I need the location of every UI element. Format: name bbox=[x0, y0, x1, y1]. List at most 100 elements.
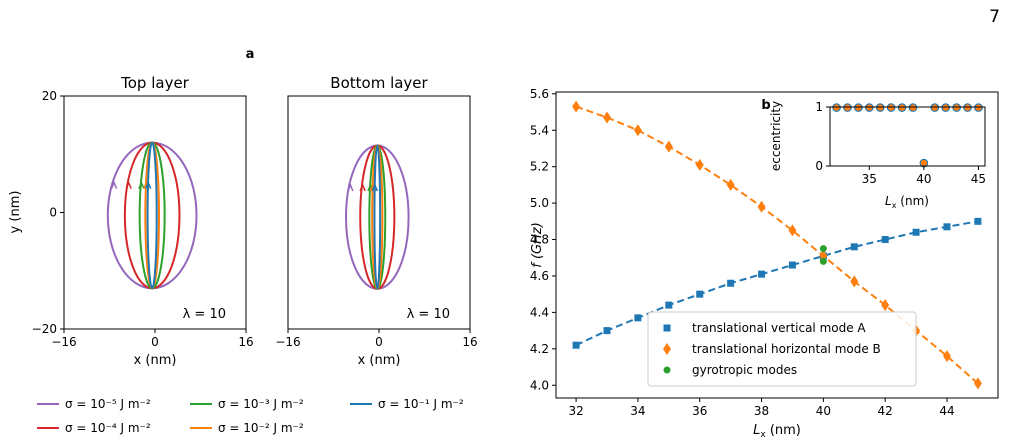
data-point-mode-b bbox=[757, 200, 766, 213]
data-point-mode-a bbox=[727, 279, 735, 287]
x-tick-label: 44 bbox=[939, 404, 954, 418]
orbit-curve bbox=[373, 144, 382, 290]
mode-legend: translational vertical mode A translation… bbox=[647, 311, 917, 387]
legend-label: translational vertical mode A bbox=[692, 321, 866, 335]
top-layer-title: Top layer bbox=[120, 74, 190, 92]
data-point-mode-a bbox=[634, 314, 642, 322]
top-layer-frame bbox=[63, 95, 247, 330]
data-point-mode-b bbox=[695, 158, 704, 171]
eccentricity-point bbox=[975, 104, 982, 111]
top-layer-plot: Top layer λ = 10 x (nm) y (nm) −16 0 16 20 0… bbox=[8, 74, 254, 368]
data-point-mode-a bbox=[572, 341, 580, 349]
orbit-curve bbox=[146, 141, 158, 290]
data-point-mode-a bbox=[881, 236, 889, 244]
series-line bbox=[575, 105, 979, 385]
panel-a-label: a bbox=[246, 47, 255, 62]
data-point-mode-a bbox=[943, 223, 951, 231]
eccentricity-xlabel: Lx (nm) bbox=[885, 194, 929, 210]
eccentricity-point bbox=[844, 104, 851, 111]
top-lambda-annotation: λ = 10 bbox=[183, 307, 226, 322]
data-point-mode-a bbox=[665, 301, 673, 309]
data-point-mode-a bbox=[912, 228, 920, 236]
eccentricity-point bbox=[877, 104, 884, 111]
eccentricity-point bbox=[898, 104, 906, 111]
bottom-layer-title: Bottom layer bbox=[330, 74, 428, 92]
data-point-mode-b bbox=[943, 350, 951, 363]
top-layer-ticks: −16 0 16 20 0 −20 bbox=[32, 89, 254, 349]
orbit-arrow bbox=[371, 182, 379, 192]
bottom-xlabel: x (nm) bbox=[358, 353, 401, 368]
y-tick-label: 5.2 bbox=[530, 160, 549, 174]
eccentricity-point bbox=[866, 104, 873, 111]
x-tick-label: 35 bbox=[862, 172, 877, 186]
orbit-arrow bbox=[347, 182, 354, 192]
panel-b-label: b bbox=[761, 98, 770, 113]
eccentricity-frame bbox=[829, 106, 986, 167]
y-tick-label: 4.4 bbox=[530, 305, 549, 319]
x-tick-label: 40 bbox=[816, 404, 831, 418]
bottom-layer-ticks: −16 0 16 bbox=[275, 329, 478, 349]
x-tick-label: −16 bbox=[51, 335, 76, 349]
frequency-plot-ticks: 32 34 36 38 40 42 44 4.0 4.2 4.4 4.6 4.8 5.0 5.2 5.4 5.… bbox=[530, 87, 955, 418]
x-tick-label: 42 bbox=[878, 404, 893, 418]
legend-label: σ = 10⁻⁴ J m⁻² bbox=[65, 421, 151, 435]
frequency-plot: 32 34 36 38 40 42 44 4.0 4.2 4.4 4.6 4.8 5.0 5.2 5.4 5.… bbox=[530, 87, 999, 440]
x-tick-label: −16 bbox=[275, 335, 300, 349]
x-tick-label: 38 bbox=[754, 404, 769, 418]
series-line bbox=[575, 220, 979, 347]
orbit-curve bbox=[345, 144, 410, 290]
data-point-mode-b bbox=[850, 275, 859, 288]
eccentricity-point bbox=[942, 104, 949, 111]
x-tick-label: 40 bbox=[916, 172, 931, 186]
eccentricity-point bbox=[964, 104, 971, 111]
top-xlabel: x (nm) bbox=[134, 353, 177, 368]
orbit-arrow bbox=[125, 180, 132, 189]
sigma-legend: σ = 10⁻⁵ J m⁻² σ = 10⁻³ J m⁻² σ = 10⁻¹ J m… bbox=[37, 397, 464, 435]
data-point-mode-b bbox=[664, 140, 673, 153]
bottom-layer-frame bbox=[287, 95, 471, 330]
data-point-mode-a bbox=[696, 290, 704, 298]
y-tick-label: 4.6 bbox=[530, 269, 549, 283]
y-tick-label: 5.0 bbox=[530, 196, 549, 210]
y-tick-label: 5.6 bbox=[530, 87, 549, 101]
orbit-curve bbox=[138, 141, 166, 290]
data-point-mode-b bbox=[603, 111, 611, 124]
eccentricity-ticks: 35 40 45 0 1 bbox=[815, 100, 986, 186]
frequency-xlabel: Lx (nm) bbox=[753, 423, 801, 440]
legend-label: gyrotropic modes bbox=[692, 363, 797, 377]
eccentricity-point bbox=[855, 104, 862, 111]
orbit-arrow bbox=[138, 180, 145, 189]
frequency-ylabel: f (GHz) bbox=[530, 222, 545, 268]
x-tick-label: 16 bbox=[238, 335, 253, 349]
eccentricity-point bbox=[833, 104, 840, 111]
data-point-gyrotropic bbox=[819, 257, 827, 265]
data-point-mode-a bbox=[974, 217, 982, 225]
eccentricity-inset: 35 40 45 0 1 eccentricity Lx (nm) bbox=[769, 100, 986, 210]
mode-legend-box bbox=[647, 311, 917, 387]
data-point-gyrotropic bbox=[819, 245, 827, 253]
legend-marker bbox=[663, 343, 671, 355]
eccentricity-point bbox=[920, 159, 928, 167]
legend-label: σ = 10⁻² J m⁻² bbox=[218, 421, 304, 435]
data-point-mode-b bbox=[633, 124, 642, 137]
top-layer-orbits bbox=[106, 141, 198, 290]
data-point-mode-a bbox=[850, 243, 858, 251]
eccentricity-point bbox=[887, 104, 895, 111]
bottom-layer-plot: Bottom layer λ = 10 x (nm) −16 0 16 bbox=[275, 74, 477, 368]
y-tick-label: 20 bbox=[42, 89, 57, 103]
eccentricity-ylabel: eccentricity bbox=[769, 101, 783, 171]
orbit-curve bbox=[106, 141, 198, 290]
data-point-mode-a bbox=[603, 327, 611, 335]
x-tick-label: 32 bbox=[568, 404, 583, 418]
orbit-arrow bbox=[145, 180, 152, 189]
legend-marker bbox=[663, 324, 671, 332]
x-tick-label: 0 bbox=[151, 335, 159, 349]
y-tick-label: 4.8 bbox=[530, 233, 549, 247]
eccentricity-point bbox=[931, 104, 938, 111]
eccentricity-point bbox=[909, 104, 917, 111]
data-point-mode-b bbox=[973, 377, 982, 390]
y-tick-label: 0 bbox=[815, 159, 823, 173]
bottom-lambda-annotation: λ = 10 bbox=[407, 307, 450, 322]
legend-label: σ = 10⁻⁵ J m⁻² bbox=[65, 397, 151, 411]
